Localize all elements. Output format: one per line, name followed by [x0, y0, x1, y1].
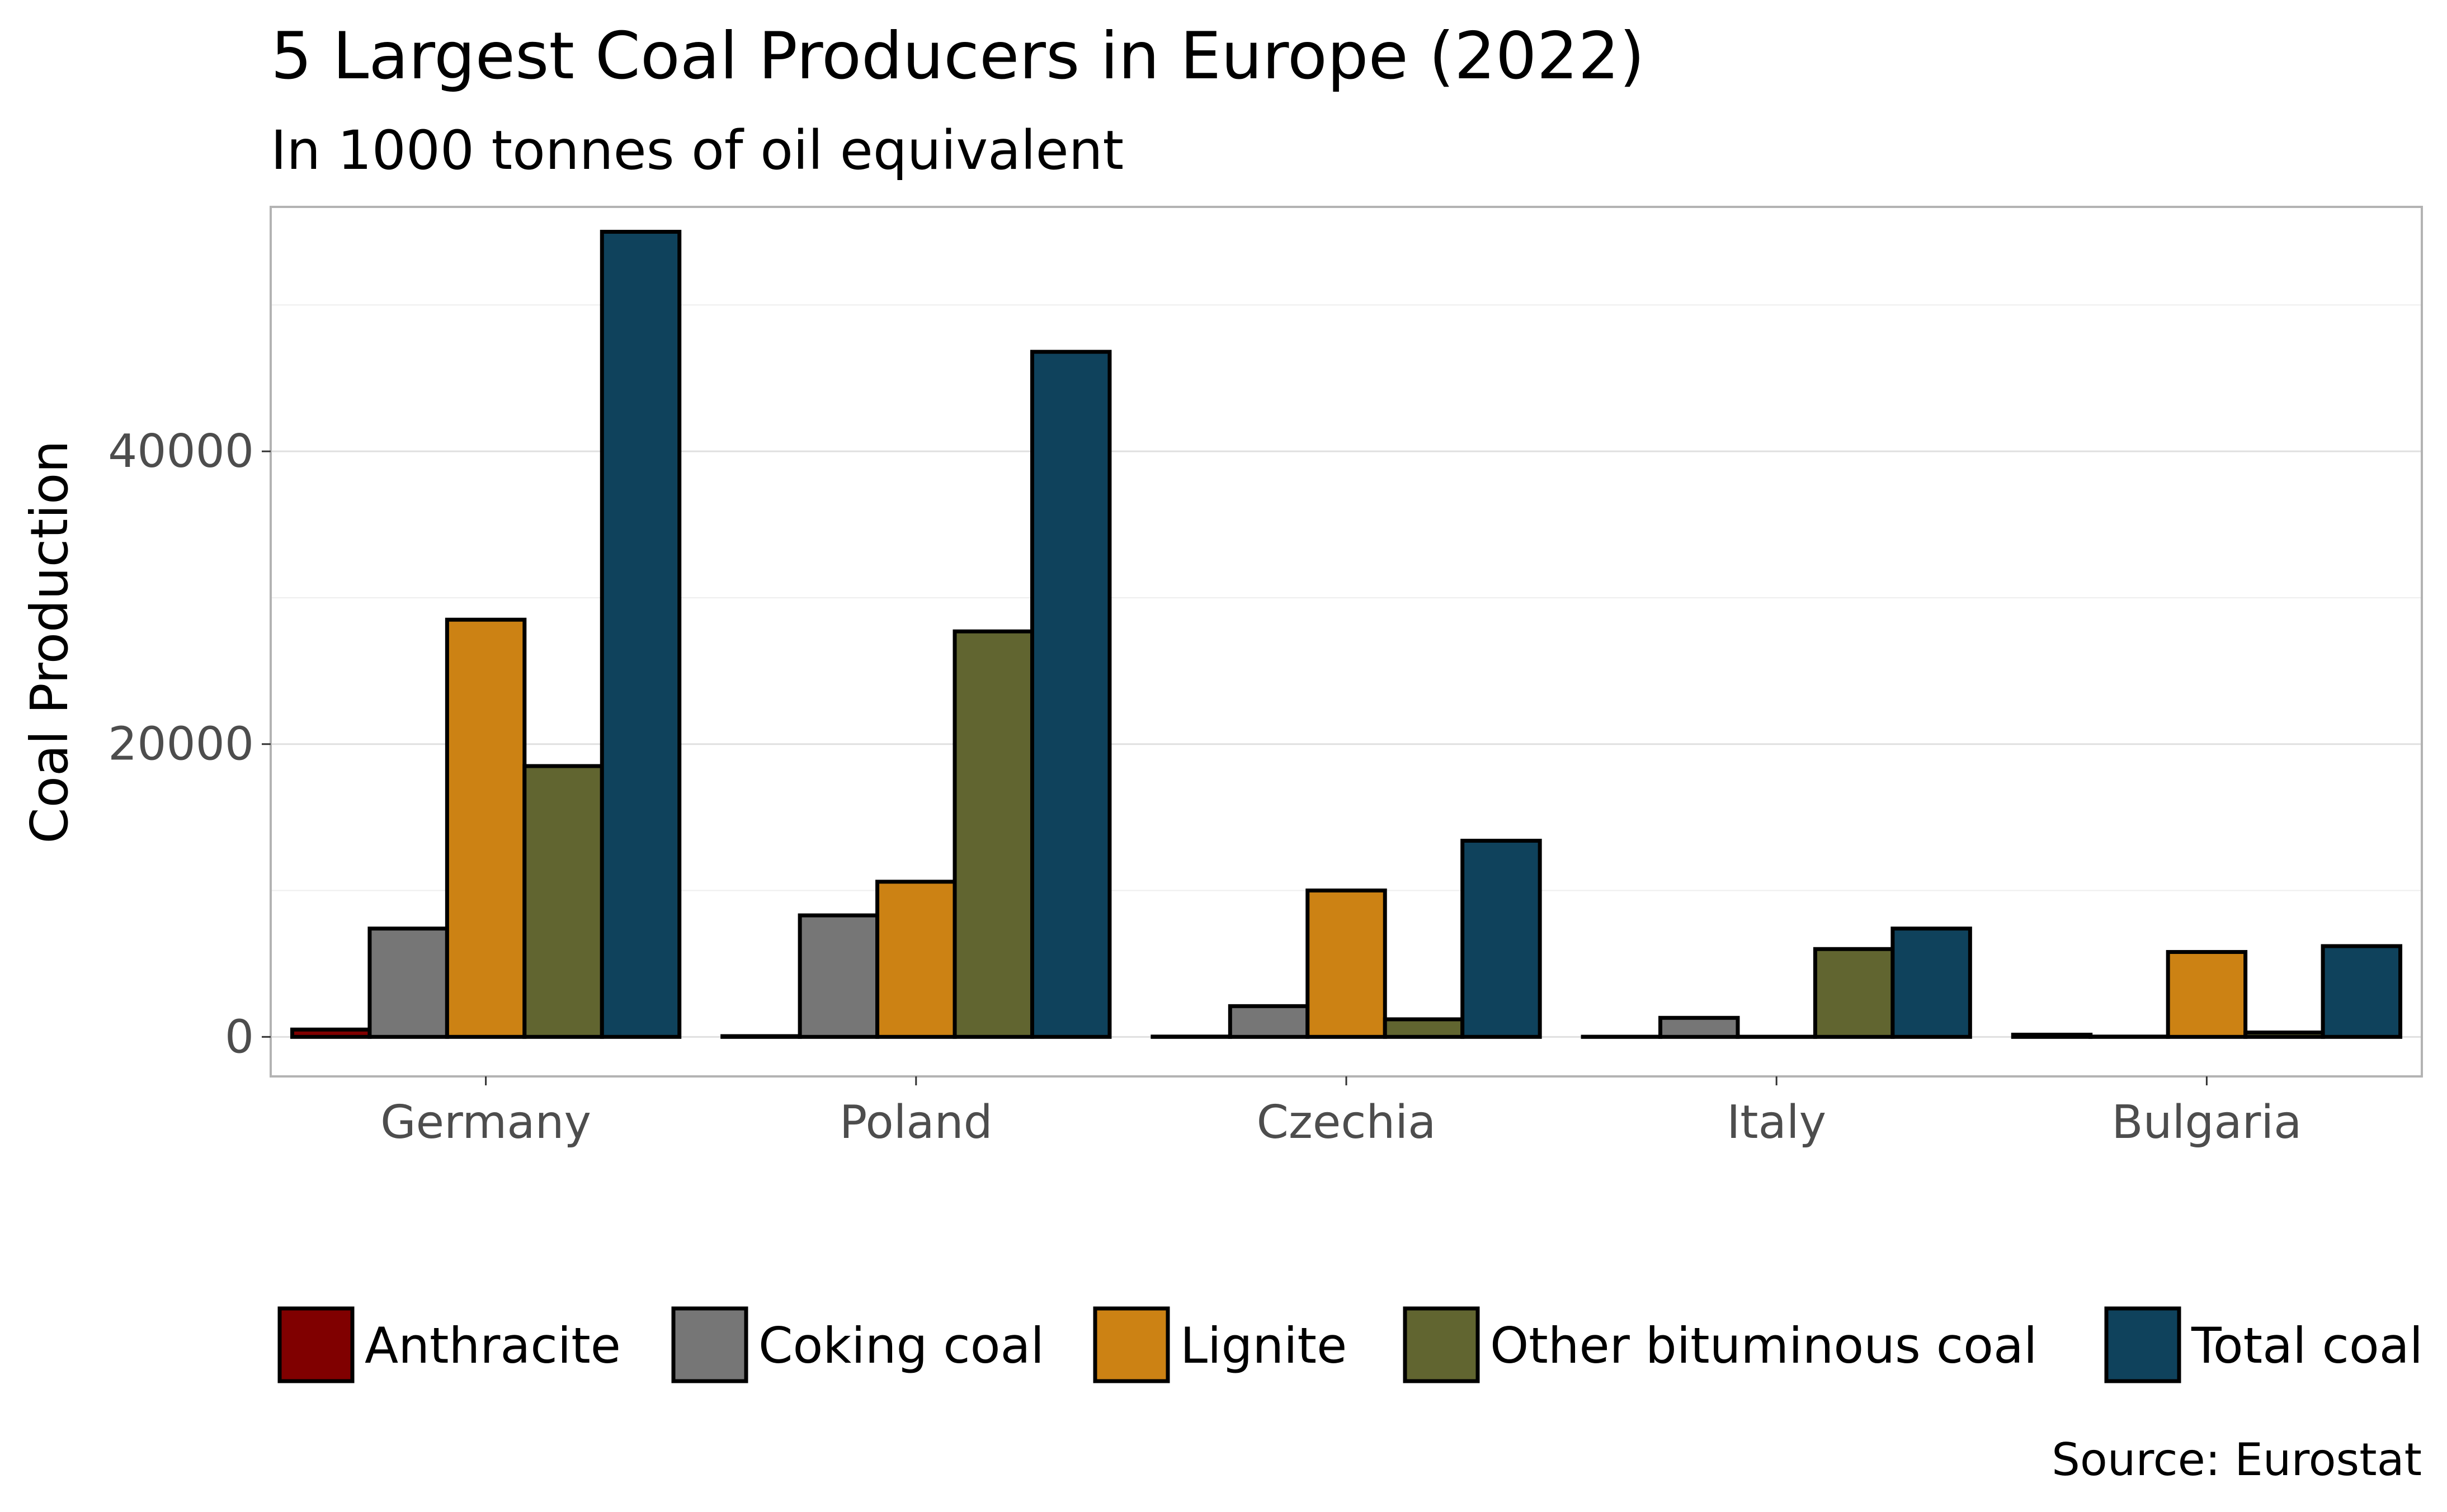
bar-poland-coking-coal	[800, 915, 877, 1037]
y-axis-ticks: 0 20000 40000	[108, 425, 271, 1064]
legend-key	[1405, 1308, 1478, 1381]
y-tick-label: 0	[225, 1010, 254, 1064]
legend-item: Total coal	[2106, 1308, 2423, 1381]
bar-poland-total-coal	[1032, 352, 1109, 1037]
bar-poland-anthracite	[723, 1036, 800, 1037]
chart-title: 5 Largest Coal Producers in Europe (2022…	[271, 18, 1644, 94]
y-axis-title: Coal Production	[20, 440, 79, 843]
x-tick-label: Czechia	[1257, 1096, 1436, 1149]
legend-label: Lignite	[1180, 1317, 1347, 1374]
legend-label: Anthracite	[365, 1317, 621, 1374]
x-tick-label: Poland	[840, 1096, 993, 1149]
bar-germany-total-coal	[602, 232, 679, 1037]
bar-italy-other-bituminous-coal	[1815, 949, 1892, 1037]
bar-germany-coking-coal	[370, 929, 447, 1037]
x-tick-label: Italy	[1727, 1096, 1826, 1149]
bar-italy-coking-coal	[1661, 1018, 1738, 1037]
x-tick-label: Germany	[380, 1096, 591, 1149]
legend-label: Other bituminous coal	[1490, 1317, 2037, 1374]
x-tick-label: Bulgaria	[2111, 1096, 2302, 1149]
legend-key	[1095, 1308, 1168, 1381]
chart-subtitle: In 1000 tonnes of oil equivalent	[271, 119, 1124, 182]
y-tick-label: 40000	[108, 425, 254, 478]
bar-germany-anthracite	[292, 1029, 369, 1037]
bars-group	[292, 232, 2400, 1037]
bar-bulgaria-anthracite	[2013, 1034, 2090, 1037]
source-caption: Source: Eurostat	[2052, 1434, 2422, 1486]
legend-item: Anthracite	[280, 1308, 621, 1381]
legend-key	[2106, 1308, 2179, 1381]
bar-bulgaria-other-bituminous-coal	[2246, 1032, 2323, 1037]
bar-czechia-other-bituminous-coal	[1385, 1019, 1462, 1037]
legend-item: Other bituminous coal	[1405, 1308, 2037, 1381]
bar-bulgaria-total-coal	[2323, 946, 2400, 1037]
bar-germany-lignite	[447, 620, 524, 1037]
bar-czechia-coking-coal	[1230, 1006, 1307, 1037]
legend-label: Total coal	[2191, 1317, 2423, 1374]
bar-germany-other-bituminous-coal	[525, 766, 602, 1037]
bar-poland-lignite	[878, 882, 955, 1037]
bar-czechia-total-coal	[1463, 841, 1540, 1037]
y-tick-label: 20000	[108, 718, 254, 771]
bar-italy-total-coal	[1893, 929, 1970, 1037]
bar-poland-other-bituminous-coal	[955, 631, 1032, 1037]
legend: Anthracite Coking coal Lignite Other bitumi…	[280, 1308, 2423, 1381]
legend-item: Coking coal	[673, 1308, 1044, 1381]
bar-bulgaria-lignite	[2168, 952, 2245, 1037]
x-axis-ticks: Germany Poland Czechia Italy Bulgaria	[380, 1076, 2302, 1149]
legend-label: Coking coal	[758, 1317, 1044, 1374]
bar-czechia-lignite	[1308, 891, 1385, 1037]
legend-item: Lignite	[1095, 1308, 1347, 1381]
legend-key	[673, 1308, 746, 1381]
legend-key	[280, 1308, 352, 1381]
